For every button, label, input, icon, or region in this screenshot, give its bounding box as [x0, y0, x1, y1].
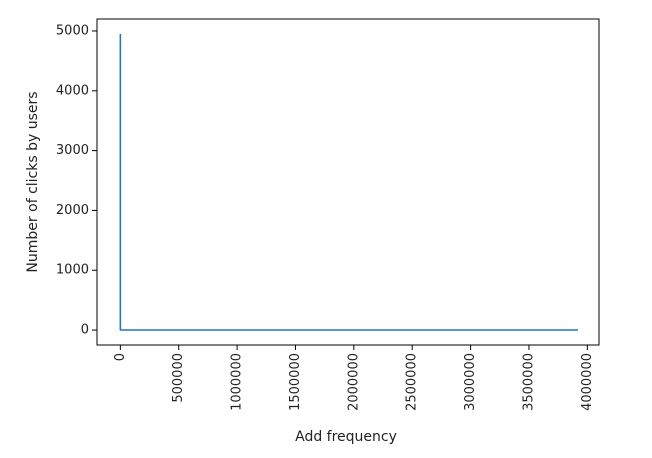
x-tick-label-2: 1000000	[230, 353, 245, 411]
y-tick-label-4: 4000	[56, 83, 89, 98]
y-tick-label-1: 1000	[56, 263, 89, 278]
y-tick-label-2: 2000	[56, 203, 89, 218]
y-tick-label-3: 3000	[56, 143, 89, 158]
series-layer	[119, 33, 578, 331]
x-tick-label-3: 1500000	[288, 353, 303, 411]
x-axis-label: Add frequency	[295, 429, 397, 445]
x-tick-label-5: 2500000	[405, 353, 420, 411]
axes-background	[97, 19, 599, 345]
x-tick-label-1: 500000	[171, 353, 186, 403]
series-line-0	[119, 33, 578, 331]
y-tick-label-0: 0	[81, 323, 89, 338]
x-axis-ticks: 0 500000 1000000 1500000 2000000 2500000 30000…	[113, 345, 595, 411]
x-tick-label-8: 4000000	[580, 353, 595, 411]
x-tick-label-7: 3500000	[521, 353, 536, 411]
y-tick-label-5: 5000	[56, 23, 89, 38]
x-tick-label-0: 0	[113, 353, 128, 361]
y-axis-label: Number of clicks by users	[25, 91, 41, 272]
plot-area	[96, 18, 600, 346]
y-axis-ticks: 0 1000 2000 3000 4000 5000	[56, 23, 97, 338]
x-tick-label-6: 3000000	[463, 353, 478, 411]
x-tick-label-4: 2000000	[346, 353, 361, 411]
axes-frame	[96, 18, 600, 346]
